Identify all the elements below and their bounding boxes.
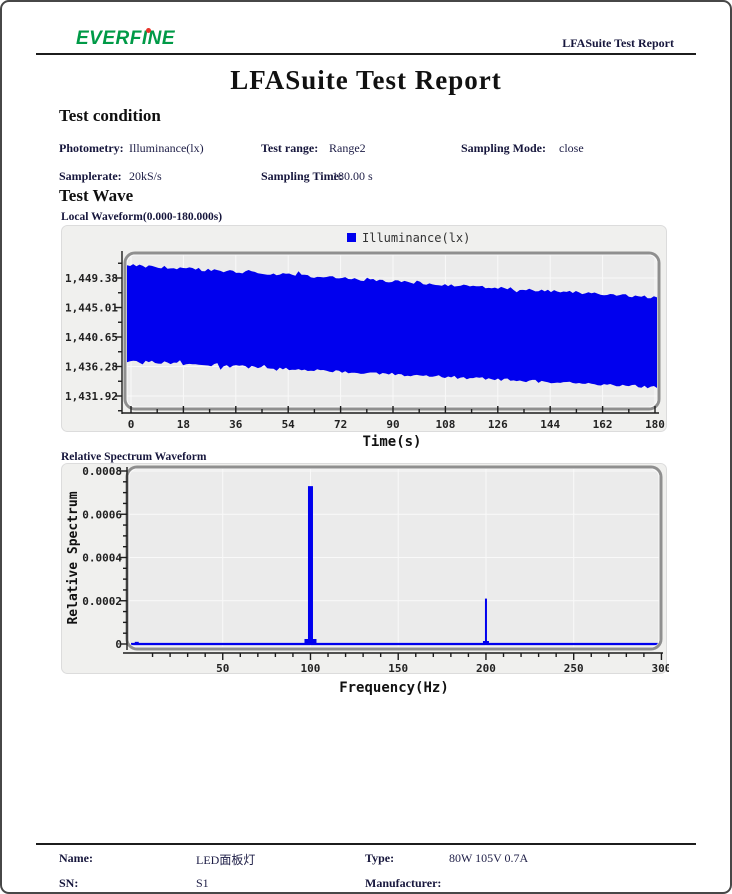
svg-text:180: 180 bbox=[645, 418, 665, 431]
waveform-y-axis bbox=[115, 251, 123, 414]
footer-sn-value: S1 bbox=[196, 876, 209, 890]
waveform-chart-title: Local Waveform(0.000-180.000s) bbox=[61, 211, 223, 223]
spectrum-y-axis bbox=[120, 467, 128, 650]
cond-samplerate-label: Samplerate: bbox=[59, 169, 122, 183]
spectrum-ylabel: Relative Spectrum bbox=[66, 491, 81, 624]
logo-text: EVERFINE bbox=[76, 28, 176, 49]
svg-text:90: 90 bbox=[386, 418, 399, 431]
header-doc-label: LFASuite Test Report bbox=[562, 36, 674, 50]
cond-testrange-value: Range2 bbox=[329, 141, 366, 155]
svg-text:18: 18 bbox=[177, 418, 190, 431]
svg-text:1,445.01: 1,445.01 bbox=[65, 302, 118, 315]
waveform-xlabel: Time(s) bbox=[362, 434, 421, 450]
cond-photometry-value: Illuminance(lx) bbox=[129, 141, 204, 155]
everfine-logo: EVERFINE bbox=[76, 28, 175, 50]
svg-text:0: 0 bbox=[128, 418, 135, 431]
footer-name-value: LED面板灯 bbox=[196, 853, 256, 867]
svg-text:108: 108 bbox=[435, 418, 455, 431]
svg-text:0.0002: 0.0002 bbox=[82, 595, 122, 608]
footer-sn-label: SN: bbox=[59, 876, 79, 890]
svg-text:50: 50 bbox=[216, 662, 229, 675]
cond-samplingmode-label: Sampling Mode: bbox=[461, 141, 547, 155]
svg-text:150: 150 bbox=[388, 662, 408, 675]
report-title: LFASuite Test Report bbox=[230, 65, 502, 95]
svg-text:162: 162 bbox=[593, 418, 613, 431]
section-test-wave: Test Wave bbox=[59, 186, 134, 205]
waveform-chart-svg: Illuminance(lx) 1,449.38 1,445.01 1,440.65 1… bbox=[61, 225, 667, 450]
cond-photometry-label: Photometry: bbox=[59, 141, 124, 155]
spectrum-peak bbox=[484, 598, 487, 644]
spectrum-chart-title: Relative Spectrum Waveform bbox=[61, 451, 207, 463]
svg-text:126: 126 bbox=[488, 418, 508, 431]
cond-samplingmode-value: close bbox=[559, 141, 584, 155]
svg-text:144: 144 bbox=[540, 418, 560, 431]
footer-type-value: 80W 105V 0.7A bbox=[449, 851, 529, 865]
svg-text:0: 0 bbox=[115, 638, 122, 651]
svg-text:200: 200 bbox=[476, 662, 496, 675]
footer-type-label: Type: bbox=[365, 851, 395, 865]
cond-samplerate-value: 20kS/s bbox=[129, 169, 162, 183]
cond-samplingtime-label: Sampling Time: bbox=[261, 169, 343, 183]
spectrum-series bbox=[131, 486, 659, 646]
spectrum-peak bbox=[134, 641, 139, 644]
svg-text:250: 250 bbox=[564, 662, 584, 675]
svg-text:0.0006: 0.0006 bbox=[82, 508, 122, 521]
svg-text:0.0008: 0.0008 bbox=[82, 465, 122, 478]
cond-testrange-label: Test range: bbox=[261, 141, 319, 155]
footer-rule bbox=[36, 843, 696, 845]
svg-text:300: 300 bbox=[652, 662, 669, 675]
footer-name-label: Name: bbox=[59, 851, 93, 865]
spectrum-peak bbox=[307, 486, 313, 644]
cond-samplingtime-value: 180.00 s bbox=[332, 169, 373, 183]
svg-text:100: 100 bbox=[301, 662, 321, 675]
svg-text:54: 54 bbox=[282, 418, 296, 431]
spectrum-xlabel: Frequency(Hz) bbox=[339, 680, 449, 696]
waveform-legend: Illuminance(lx) bbox=[347, 231, 470, 245]
svg-text:1,449.38: 1,449.38 bbox=[65, 272, 118, 285]
svg-text:0.0004: 0.0004 bbox=[82, 552, 122, 565]
logo-i-dot bbox=[146, 28, 151, 33]
waveform-band bbox=[127, 264, 657, 389]
svg-text:1,436.28: 1,436.28 bbox=[65, 361, 118, 374]
waveform-x-axis bbox=[122, 406, 659, 414]
header-rule bbox=[36, 53, 696, 55]
svg-text:72: 72 bbox=[334, 418, 347, 431]
svg-text:1,440.65: 1,440.65 bbox=[65, 331, 118, 344]
spectrum-x-axis bbox=[123, 652, 663, 660]
section-test-condition: Test condition bbox=[59, 106, 161, 125]
svg-text:36: 36 bbox=[229, 418, 243, 431]
svg-text:Illuminance(lx): Illuminance(lx) bbox=[362, 231, 470, 245]
footer-manufacturer-label: Manufacturer: bbox=[365, 876, 442, 890]
svg-text:1,431.92: 1,431.92 bbox=[65, 390, 118, 403]
